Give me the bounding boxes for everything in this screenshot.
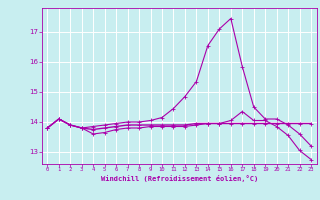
X-axis label: Windchill (Refroidissement éolien,°C): Windchill (Refroidissement éolien,°C) bbox=[100, 175, 258, 182]
